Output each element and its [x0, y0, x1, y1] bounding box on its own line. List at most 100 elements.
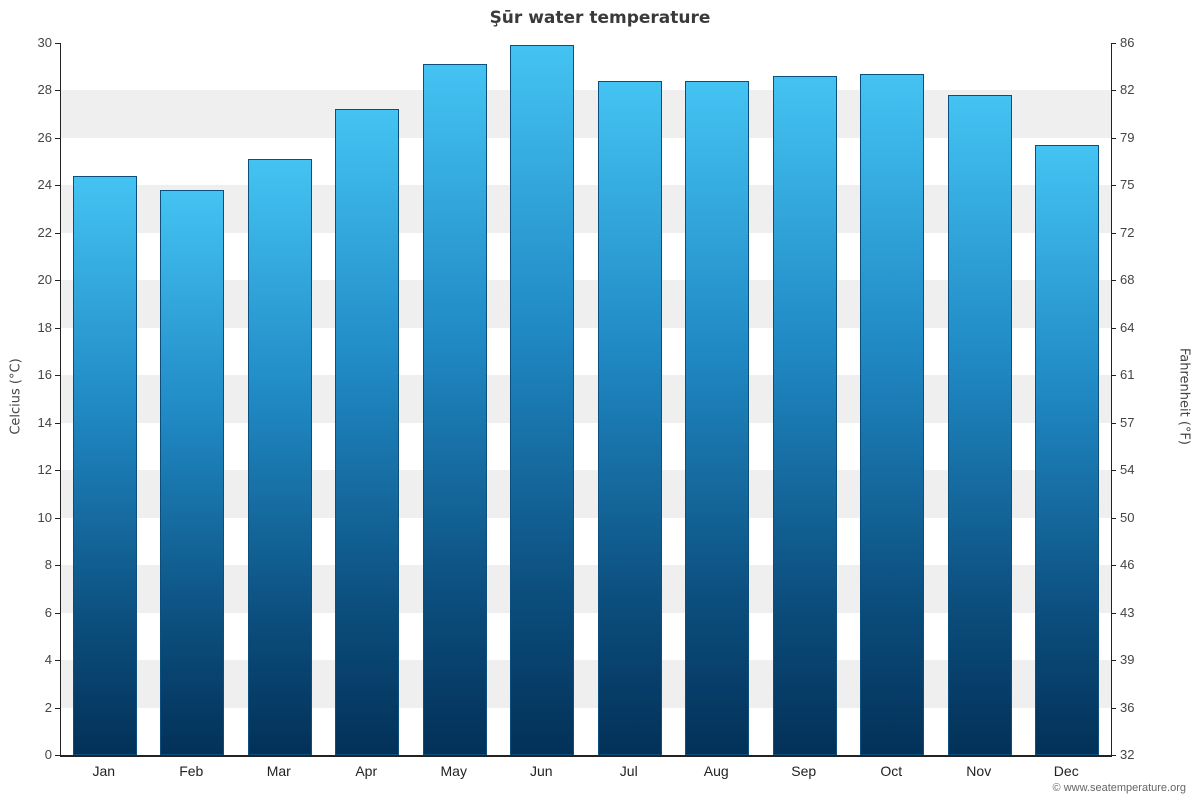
celsius-tick-label: 8 — [44, 557, 52, 573]
tick-mark — [1111, 137, 1116, 139]
fahrenheit-tick-label: 79 — [1120, 129, 1135, 145]
celsius-tick-label: 28 — [37, 82, 52, 98]
tick-mark — [55, 660, 60, 662]
background-band — [61, 660, 1111, 709]
celsius-tick-label: 10 — [37, 509, 52, 525]
fahrenheit-tick-label: 86 — [1120, 35, 1135, 50]
x-axis-label-dec: Dec — [1053, 763, 1079, 779]
tick-mark — [1111, 280, 1116, 282]
fahrenheit-tick-label: 43 — [1120, 604, 1135, 620]
copyright-note: © www.seatemperature.org — [1052, 782, 1186, 794]
celsius-tick-label: 14 — [37, 414, 52, 430]
background-band — [61, 707, 1111, 755]
x-axis-label-jul: Jul — [619, 763, 638, 779]
background-band — [61, 43, 1111, 92]
tick-mark — [55, 707, 60, 709]
celsius-tick-label: 22 — [37, 224, 52, 240]
tick-mark — [1111, 90, 1116, 92]
bar-mar — [247, 159, 312, 755]
fahrenheit-tick-label: 75 — [1120, 177, 1135, 193]
tick-mark — [55, 565, 60, 567]
fahrenheit-tick-label: 32 — [1120, 747, 1135, 762]
background-band — [61, 612, 1111, 662]
x-axis-label-nov: Nov — [966, 763, 992, 779]
y-axis-title-fahrenheit: Fahrenheit (°F) — [1176, 348, 1192, 445]
celsius-tick-label: 24 — [37, 177, 52, 193]
fahrenheit-tick-label: 68 — [1120, 272, 1135, 288]
fahrenheit-tick-label: 57 — [1120, 414, 1135, 430]
tick-mark — [1111, 707, 1116, 709]
bar-may — [422, 64, 487, 755]
x-axis-label-aug: Aug — [703, 763, 729, 779]
background-band — [61, 517, 1111, 567]
tick-mark — [55, 375, 60, 377]
celsius-tick-label: 20 — [37, 272, 52, 288]
tick-mark — [55, 517, 60, 519]
fahrenheit-tick-label: 46 — [1120, 557, 1135, 573]
x-axis-label-oct: Oct — [880, 763, 903, 779]
bar-jan — [72, 175, 137, 755]
tick-mark — [1111, 755, 1116, 756]
fahrenheit-tick-label: 50 — [1120, 509, 1135, 525]
x-axis-label-apr: Apr — [355, 763, 378, 779]
bar-nov — [947, 95, 1012, 755]
background-band — [61, 565, 1111, 614]
tick-mark — [1111, 517, 1116, 519]
x-axis-label-feb: Feb — [179, 763, 204, 779]
fahrenheit-tick-label: 39 — [1120, 652, 1135, 668]
plot-area — [60, 43, 1112, 757]
fahrenheit-tick-label: 72 — [1120, 224, 1135, 240]
celsius-tick-label: 12 — [37, 462, 52, 478]
tick-mark — [55, 280, 60, 282]
celsius-tick-label: 30 — [37, 35, 52, 50]
tick-mark — [55, 232, 60, 234]
tick-mark — [1111, 422, 1116, 424]
celsius-tick-label: 26 — [37, 129, 52, 145]
celsius-tick-label: 18 — [37, 319, 52, 335]
tick-mark — [55, 755, 60, 756]
celsius-tick-label: 16 — [37, 367, 52, 383]
tick-mark — [1111, 565, 1116, 567]
tick-mark — [55, 612, 60, 614]
tick-mark — [55, 185, 60, 187]
tick-mark — [1111, 232, 1116, 234]
tick-mark — [1111, 327, 1116, 329]
background-band — [61, 280, 1111, 329]
chart-title: Şūr water temperature — [489, 8, 711, 28]
tick-mark — [55, 422, 60, 424]
tick-mark — [55, 137, 60, 139]
background-band — [61, 375, 1111, 424]
background-band — [61, 327, 1111, 377]
tick-mark — [1111, 185, 1116, 187]
bar-apr — [335, 109, 400, 755]
background-band — [61, 470, 1111, 519]
bar-oct — [860, 73, 925, 755]
background-band — [61, 422, 1111, 472]
background-band — [61, 185, 1111, 234]
tick-mark — [55, 470, 60, 472]
tick-mark — [1111, 470, 1116, 472]
x-axis-label-jan: Jan — [92, 763, 116, 779]
tick-mark — [1111, 43, 1116, 44]
tick-mark — [55, 90, 60, 92]
background-band — [61, 137, 1111, 187]
x-axis-label-mar: Mar — [266, 763, 291, 779]
tick-mark — [1111, 375, 1116, 377]
bar-feb — [160, 190, 225, 755]
tick-mark — [55, 327, 60, 329]
bar-dec — [1035, 145, 1100, 755]
x-axis-label-may: May — [440, 763, 467, 779]
fahrenheit-tick-label: 54 — [1120, 462, 1135, 478]
fahrenheit-tick-label: 82 — [1120, 82, 1135, 98]
background-band — [61, 232, 1111, 282]
bar-aug — [685, 80, 750, 755]
fahrenheit-tick-label: 64 — [1120, 319, 1135, 335]
celsius-tick-label: 0 — [44, 747, 52, 762]
tick-mark — [1111, 660, 1116, 662]
y-axis-title-celsius: Celcius (°C) — [8, 358, 24, 435]
fahrenheit-tick-label: 36 — [1120, 699, 1135, 715]
celsius-tick-label: 6 — [44, 604, 52, 620]
bar-jul — [597, 80, 662, 755]
x-axis-label-jun: Jun — [529, 763, 553, 779]
celsius-tick-label: 2 — [44, 699, 52, 715]
